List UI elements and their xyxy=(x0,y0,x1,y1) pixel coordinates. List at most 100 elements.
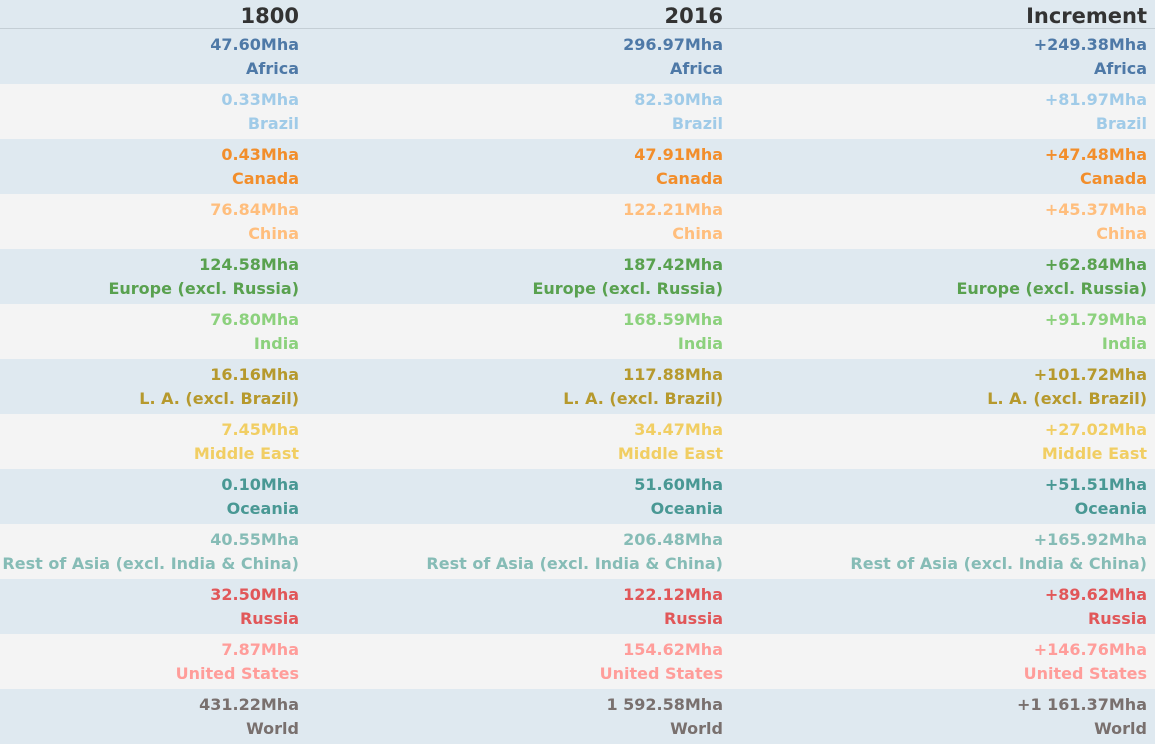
cell-increment: +101.72Mha L. A. (excl. Brazil) xyxy=(987,363,1147,411)
region-label: Europe (excl. Russia) xyxy=(108,279,299,298)
table-row: 0.10Mha Oceania 51.60Mha Oceania +51.51Mha Oc… xyxy=(0,469,1155,524)
cell-increment: +81.97Mha Brazil xyxy=(1045,88,1147,136)
value-1800: 32.50Mha xyxy=(210,585,299,604)
region-label: Russia xyxy=(663,609,723,628)
cell-increment: +165.92Mha Rest of Asia (excl. India & Ch… xyxy=(850,528,1147,576)
table-row: 431.22Mha World 1 592.58Mha World +1 161.37M… xyxy=(0,689,1155,744)
value-increment: +47.48Mha xyxy=(1044,145,1147,164)
cell-1800: 40.55Mha Rest of Asia (excl. India & Chin… xyxy=(2,528,299,576)
value-2016: 51.60Mha xyxy=(634,475,723,494)
region-label: Canada xyxy=(1080,169,1147,188)
cell-1800: 124.58Mha Europe (excl. Russia) xyxy=(108,253,299,301)
cell-2016: 47.91Mha Canada xyxy=(634,143,723,191)
region-label: China xyxy=(672,224,723,243)
value-increment: +165.92Mha xyxy=(1033,530,1147,549)
value-2016: 1 592.58Mha xyxy=(606,695,723,714)
region-label: Brazil xyxy=(1095,114,1147,133)
region-label: Russia xyxy=(1087,609,1147,628)
cell-1800: 16.16Mha L. A. (excl. Brazil) xyxy=(139,363,299,411)
table-row: 47.60Mha Africa 296.97Mha Africa +249.38Mha A… xyxy=(0,29,1155,84)
cell-2016: 51.60Mha Oceania xyxy=(634,473,723,521)
region-label: Africa xyxy=(1094,59,1147,78)
value-1800: 0.33Mha xyxy=(221,90,299,109)
table-row: 76.80Mha India 168.59Mha India +91.79Mha Indi… xyxy=(0,304,1155,359)
region-label: Middle East xyxy=(617,444,723,463)
column-header-increment: Increment xyxy=(1026,4,1147,28)
region-label: Rest of Asia (excl. India & China) xyxy=(850,554,1147,573)
value-increment: +1 161.37Mha xyxy=(1017,695,1147,714)
value-2016: 206.48Mha xyxy=(623,530,723,549)
table-row: 7.87Mha United States 154.62Mha United Stat… xyxy=(0,634,1155,689)
cell-increment: +91.79Mha India xyxy=(1045,308,1147,356)
value-1800: 40.55Mha xyxy=(210,530,299,549)
cell-2016: 122.21Mha China xyxy=(623,198,723,246)
cell-2016: 154.62Mha United States xyxy=(600,638,723,686)
cell-increment: +27.02Mha Middle East xyxy=(1042,418,1147,466)
cell-increment: +62.84Mha Europe (excl. Russia) xyxy=(956,253,1147,301)
value-2016: 82.30Mha xyxy=(634,90,723,109)
value-1800: 7.45Mha xyxy=(221,420,299,439)
value-1800: 7.87Mha xyxy=(221,640,299,659)
cell-increment: +45.37Mha China xyxy=(1045,198,1147,246)
cell-1800: 7.45Mha Middle East xyxy=(194,418,299,466)
region-label: World xyxy=(670,719,723,738)
table-row: 0.43Mha Canada 47.91Mha Canada +47.48Mha Cana… xyxy=(0,139,1155,194)
value-increment: +62.84Mha xyxy=(1044,255,1147,274)
cell-2016: 296.97Mha Africa xyxy=(623,33,723,81)
region-label: Middle East xyxy=(1041,444,1147,463)
region-label: Russia xyxy=(239,609,299,628)
cell-1800: 0.10Mha Oceania xyxy=(221,473,299,521)
cell-2016: 122.12Mha Russia xyxy=(623,583,723,631)
value-increment: +146.76Mha xyxy=(1033,640,1147,659)
region-label: Rest of Asia (excl. India & China) xyxy=(2,554,299,573)
cell-2016: 187.42Mha Europe (excl. Russia) xyxy=(532,253,723,301)
value-1800: 47.60Mha xyxy=(210,35,299,54)
value-increment: +91.79Mha xyxy=(1044,310,1147,329)
cell-1800: 0.43Mha Canada xyxy=(221,143,299,191)
cell-2016: 82.30Mha Brazil xyxy=(634,88,723,136)
cell-1800: 7.87Mha United States xyxy=(176,638,299,686)
region-label: Brazil xyxy=(247,114,299,133)
value-increment: +89.62Mha xyxy=(1044,585,1147,604)
cell-1800: 32.50Mha Russia xyxy=(210,583,299,631)
table-row: 76.84Mha China 122.21Mha China +45.37Mha Chin… xyxy=(0,194,1155,249)
cell-1800: 76.80Mha India xyxy=(210,308,299,356)
value-1800: 0.10Mha xyxy=(221,475,299,494)
value-1800: 76.80Mha xyxy=(210,310,299,329)
value-2016: 187.42Mha xyxy=(623,255,723,274)
value-2016: 122.21Mha xyxy=(623,200,723,219)
region-label: Africa xyxy=(246,59,299,78)
value-2016: 168.59Mha xyxy=(623,310,723,329)
cell-increment: +47.48Mha Canada xyxy=(1045,143,1147,191)
value-1800: 431.22Mha xyxy=(199,695,299,714)
column-header-1800: 1800 xyxy=(240,4,299,28)
value-increment: +27.02Mha xyxy=(1044,420,1147,439)
region-label: Canada xyxy=(232,169,299,188)
region-label: Oceania xyxy=(1074,499,1147,518)
value-2016: 47.91Mha xyxy=(634,145,723,164)
region-label: United States xyxy=(175,664,299,683)
region-label: Canada xyxy=(656,169,723,188)
value-2016: 117.88Mha xyxy=(623,365,723,384)
region-label: L. A. (excl. Brazil) xyxy=(987,389,1147,408)
region-label: India xyxy=(677,334,723,353)
cell-1800: 47.60Mha Africa xyxy=(210,33,299,81)
table-row: 32.50Mha Russia 122.12Mha Russia +89.62Mha Ru… xyxy=(0,579,1155,634)
cell-1800: 431.22Mha World xyxy=(199,693,299,741)
region-label: Europe (excl. Russia) xyxy=(956,279,1147,298)
cell-2016: 1 592.58Mha World xyxy=(606,693,723,741)
region-label: China xyxy=(248,224,299,243)
region-label: United States xyxy=(599,664,723,683)
value-1800: 16.16Mha xyxy=(210,365,299,384)
cell-1800: 0.33Mha Brazil xyxy=(221,88,299,136)
value-increment: +249.38Mha xyxy=(1033,35,1147,54)
value-2016: 154.62Mha xyxy=(623,640,723,659)
value-2016: 122.12Mha xyxy=(623,585,723,604)
cell-2016: 117.88Mha L. A. (excl. Brazil) xyxy=(563,363,723,411)
table-header: 1800 2016 Increment xyxy=(0,0,1155,29)
region-label: World xyxy=(1094,719,1147,738)
value-2016: 34.47Mha xyxy=(634,420,723,439)
cell-increment: +1 161.37Mha World xyxy=(1017,693,1147,741)
region-label: L. A. (excl. Brazil) xyxy=(563,389,723,408)
cell-increment: +89.62Mha Russia xyxy=(1045,583,1147,631)
